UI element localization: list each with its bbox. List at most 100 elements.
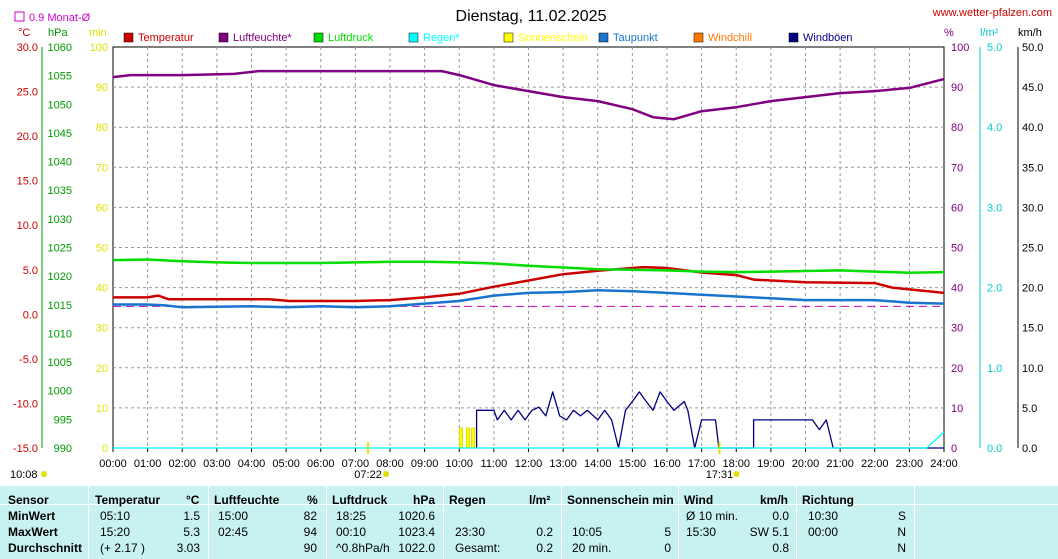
x-tick-label: 20:00 <box>792 458 820 470</box>
sun-icon <box>733 471 740 477</box>
table-cell-label: MaxWert <box>8 525 58 539</box>
rain-tick-label: 3.0 <box>987 202 1002 214</box>
sun-icon <box>383 471 390 477</box>
header-rain-unit: l/m² <box>529 493 551 507</box>
table-cell-s_time: 20 min. <box>572 541 612 555</box>
rain-line <box>113 431 945 449</box>
table-cell-d_time: 10:30 <box>808 509 839 523</box>
weather-chart: Dienstag, 11.02.2025 www.wetter-pfalzen.… <box>10 7 1052 481</box>
pressure-tick-label: 995 <box>54 414 72 426</box>
x-tick-label: 12:00 <box>515 458 543 470</box>
pressure-line <box>112 258 945 274</box>
col-divider <box>443 486 444 559</box>
pressure-tick-label: 1010 <box>48 328 72 340</box>
pressure-tick-label: 1050 <box>48 99 72 111</box>
table-cell-t_time: (+ 2.17 ) <box>100 541 146 555</box>
sun-tick-label: 50 <box>96 243 108 255</box>
header-sensor: Sensor <box>8 493 49 507</box>
pressure-tick-label: 1040 <box>48 157 72 169</box>
table-cell-r_val: 0.2 <box>536 525 553 539</box>
legend-label: Sonnenschein <box>518 32 588 44</box>
sun-tick-label: 70 <box>96 162 108 174</box>
humidity-tick-label: 80 <box>951 122 963 134</box>
rain-tick-label: 1.0 <box>987 363 1002 375</box>
site-url: www.wetter-pfalzen.com <box>932 7 1052 19</box>
x-tick-label: 03:00 <box>203 458 231 470</box>
x-tick-label: 07:00 <box>342 458 370 470</box>
wind-tick-label: 0.0 <box>1022 443 1037 455</box>
wind-tick-label: 45.0 <box>1022 82 1043 94</box>
pressure-tick-label: 1055 <box>48 71 72 83</box>
wind-unit: km/h <box>1018 27 1042 39</box>
x-axis: 00:00 01:00 02:00 03:00 04:00 05:00 06:00 07:00… <box>99 448 958 470</box>
humidity-tick-label: 10 <box>951 403 963 415</box>
rain-unit: l/m² <box>980 27 999 39</box>
legend-swatch <box>313 32 324 43</box>
monat-label: 0.9 Monat-Ø <box>29 12 91 24</box>
rain-tick-label: 4.0 <box>987 122 1002 134</box>
sunshine-bar <box>471 427 476 449</box>
legend-label: Temperatur <box>138 32 194 44</box>
chart-title: Dienstag, 11.02.2025 <box>456 8 607 25</box>
header-humidity: Luftfeuchte <box>214 493 280 507</box>
legend-swatch <box>788 32 799 43</box>
humidity-line <box>112 69 945 121</box>
x-tick-label: 24:00 <box>930 458 958 470</box>
grid <box>112 46 945 449</box>
sun-tick-label: 100 <box>90 42 108 54</box>
table-cell-p_time: 18:25 <box>336 509 367 523</box>
humidity-tick-label: 0 <box>951 443 957 455</box>
table-cell-p_val: 1023.4 <box>398 525 435 539</box>
table-cell-p_time: 00:10 <box>336 525 367 539</box>
col-divider <box>561 486 562 559</box>
x-tick-label: 06:00 <box>307 458 335 470</box>
legend-label: Regen* <box>423 32 460 44</box>
wind-tick-label: 40.0 <box>1022 122 1043 134</box>
sun-tick-label: 80 <box>96 122 108 134</box>
temperature-line <box>113 265 945 303</box>
col-divider <box>88 486 89 559</box>
table-cell-s_val: 0 <box>664 541 671 555</box>
wind-tick-label: 20.0 <box>1022 283 1043 295</box>
sun-tick-label: 90 <box>96 82 108 94</box>
x-tick-label: 00:00 <box>99 458 127 470</box>
sunshine-bar <box>465 427 470 449</box>
table-cell-p_time: ^0.8hPa/h <box>336 541 390 555</box>
col-divider <box>326 486 327 559</box>
temp-tick-label: 5.0 <box>23 265 38 277</box>
x-tick-label: 16:00 <box>653 458 681 470</box>
table-cell-w_val: SW 5.1 <box>749 525 789 539</box>
wind-tick-label: 35.0 <box>1022 162 1043 174</box>
x-tick-label: 14:00 <box>584 458 612 470</box>
table-cell-s_val: 5 <box>664 525 671 539</box>
humidity-tick-label: 30 <box>951 323 963 335</box>
legend-swatch <box>598 32 609 43</box>
legend-swatch <box>123 32 134 43</box>
x-tick-label: 09:00 <box>411 458 439 470</box>
sun-tick-label: 20 <box>96 363 108 375</box>
pressure-tick-label: 1015 <box>48 300 72 312</box>
header-pressure: Luftdruck <box>332 493 388 507</box>
sun-tick-label: 0 <box>102 443 108 455</box>
legend-swatch <box>503 32 514 43</box>
table-cell-h_val: 90 <box>303 541 317 555</box>
day-length: 10:08 <box>10 469 38 481</box>
header-press-unit: hPa <box>413 493 436 507</box>
table-cell-label: Durchschnitt <box>8 541 83 555</box>
pressure-tick-label: 1030 <box>48 214 72 226</box>
table-cell-h_time: 02:45 <box>218 525 249 539</box>
sun-tick-label: 10 <box>96 403 108 415</box>
temp-tick-label: 30.0 <box>17 42 38 54</box>
table-cell-p_val: 1020.6 <box>398 509 435 523</box>
sun-tick-label: 30 <box>96 323 108 335</box>
wind-tick-label: 25.0 <box>1022 243 1043 255</box>
pressure-tick-label: 1025 <box>48 243 72 255</box>
table-cell-p_val: 1022.0 <box>398 541 435 555</box>
table-cell-h_val: 94 <box>303 525 317 539</box>
summary-table: Sensor Temperatur °C Luftfeuchte % Luftd… <box>0 486 1058 559</box>
col-divider <box>796 486 797 559</box>
sun-tick-label: 60 <box>96 202 108 214</box>
sun-markers: 07:22 17:31 10:08 <box>10 442 740 481</box>
header-rain: Regen <box>449 493 486 507</box>
sunshine-bar <box>459 427 463 449</box>
